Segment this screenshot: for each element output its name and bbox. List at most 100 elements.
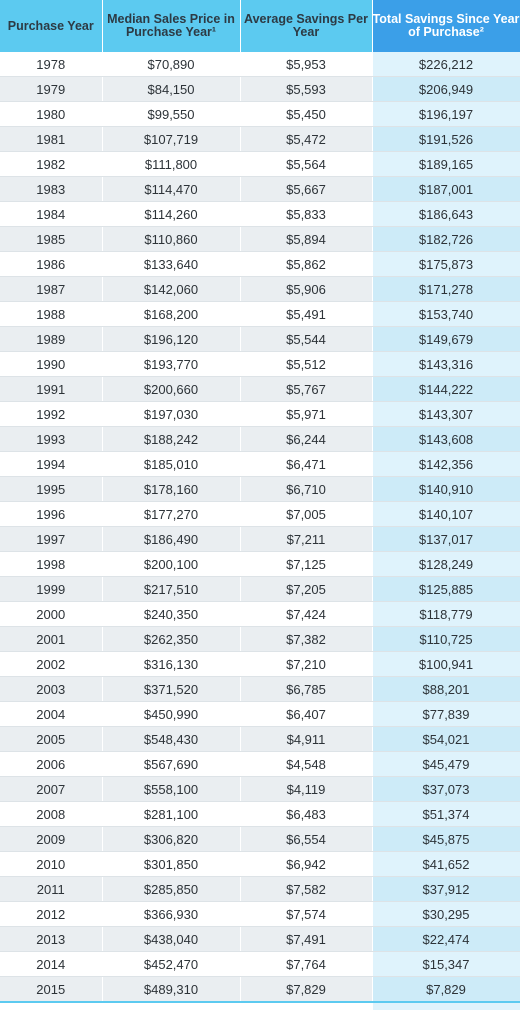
table-cell: $7,211: [240, 526, 373, 552]
table-cell: $54,021: [372, 726, 520, 752]
table-cell: $143,608: [372, 426, 520, 452]
table-row: 2011 $285,850 $7,582 $37,912: [0, 876, 520, 902]
table-cell: $5,862: [240, 251, 373, 277]
table-cell: $5,491: [240, 301, 373, 327]
table-cell: $7,574: [240, 901, 373, 927]
table-cell: $366,930: [102, 901, 241, 927]
table-cell: $22,474: [372, 926, 520, 952]
table-cell: 1994: [0, 451, 103, 477]
header-cell: Total Savings Since Year of Purchase²: [372, 0, 520, 52]
table-cell: 2000: [0, 601, 103, 627]
table-row: 1998 $200,100 $7,125 $128,249: [0, 551, 520, 577]
table-cell: $7,764: [240, 951, 373, 977]
table-cell: $37,912: [372, 876, 520, 902]
table-cell: 2007: [0, 776, 103, 802]
table-row: 2002 $316,130 $7,210 $100,941: [0, 651, 520, 677]
footer-cell: 1978 Post Prop. 13: [0, 1001, 103, 1010]
table-cell: 1988: [0, 301, 103, 327]
table-row: 2001 $262,350 $7,382 $110,725: [0, 626, 520, 652]
table-cell: $140,107: [372, 501, 520, 527]
table-row: 1999 $217,510 $7,205 $125,885: [0, 576, 520, 602]
table-cell: $7,005: [240, 501, 373, 527]
table-cell: $133,640: [102, 251, 241, 277]
table-cell: $217,510: [102, 576, 241, 602]
table-row: 1995 $178,160 $6,710 $140,910: [0, 476, 520, 502]
table-cell: $6,483: [240, 801, 373, 827]
table-cell: 1998: [0, 551, 103, 577]
table-cell: $240,350: [102, 601, 241, 627]
table-cell: $99,550: [102, 101, 241, 127]
table-row: 1983 $114,470 $5,667 $187,001: [0, 176, 520, 202]
table-row: 1997 $186,490 $7,211 $137,017: [0, 526, 520, 552]
footer-cell: $70,890: [102, 1001, 241, 1010]
table-cell: $7,829: [240, 976, 373, 1003]
table-cell: $7,210: [240, 651, 373, 677]
table-row: 1994 $185,010 $6,471 $142,356: [0, 451, 520, 477]
table-cell: $196,197: [372, 101, 520, 127]
table-cell: 2004: [0, 701, 103, 727]
table-row: 1987 $142,060 $5,906 $171,278: [0, 276, 520, 302]
table-cell: $142,356: [372, 451, 520, 477]
table-row: 1993 $188,242 $6,244 $143,608: [0, 426, 520, 452]
table-row: 2007 $558,100 $4,119 $37,073: [0, 776, 520, 802]
table-row: 1996 $177,270 $7,005 $140,107: [0, 501, 520, 527]
table-cell: $226,212: [372, 52, 520, 77]
table-cell: $6,244: [240, 426, 373, 452]
table-cell: $107,719: [102, 126, 241, 152]
table-row: 1992 $197,030 $5,971 $143,307: [0, 401, 520, 427]
table-cell: $125,885: [372, 576, 520, 602]
table-cell: $7,582: [240, 876, 373, 902]
table-cell: $88,201: [372, 676, 520, 702]
table-cell: $45,479: [372, 751, 520, 777]
table-cell: $149,679: [372, 326, 520, 352]
table-cell: $144,222: [372, 376, 520, 402]
table-cell: $5,906: [240, 276, 373, 302]
table-cell: 1985: [0, 226, 103, 252]
table-cell: $84,150: [102, 76, 241, 102]
table-cell: $77,839: [372, 701, 520, 727]
table-cell: $197,030: [102, 401, 241, 427]
table-cell: $193,770: [102, 351, 241, 377]
table-cell: $186,643: [372, 201, 520, 227]
table-cell: $5,512: [240, 351, 373, 377]
table-row: 1986 $133,640 $5,862 $175,873: [0, 251, 520, 277]
header-cell: Purchase Year: [0, 0, 103, 52]
table-cell: 1980: [0, 101, 103, 127]
table-cell: 2008: [0, 801, 103, 827]
table-cell: $177,270: [102, 501, 241, 527]
table-cell: $185,010: [102, 451, 241, 477]
table-cell: $171,278: [372, 276, 520, 302]
table-row: 1978 $70,890 $5,953 $226,212: [0, 52, 520, 77]
table-cell: $7,125: [240, 551, 373, 577]
table-row: 2014 $452,470 $7,764 $15,347: [0, 951, 520, 977]
table-row: 1990 $193,770 $5,512 $143,316: [0, 351, 520, 377]
table-cell: $6,942: [240, 851, 373, 877]
table-cell: $5,564: [240, 151, 373, 177]
table-cell: $558,100: [102, 776, 241, 802]
table-cell: 1984: [0, 201, 103, 227]
table-cell: $285,850: [102, 876, 241, 902]
table-cell: $206,949: [372, 76, 520, 102]
table-cell: $301,850: [102, 851, 241, 877]
table-cell: $5,971: [240, 401, 373, 427]
table-cell: $187,001: [372, 176, 520, 202]
table-row: 1981 $107,719 $5,472 $191,526: [0, 126, 520, 152]
table-cell: $6,785: [240, 676, 373, 702]
table-cell: 1978: [0, 52, 103, 77]
table-row: 1988 $168,200 $5,491 $153,740: [0, 301, 520, 327]
table-cell: $200,100: [102, 551, 241, 577]
table-row: 2009 $306,820 $6,554 $45,875: [0, 826, 520, 852]
table-cell: 2010: [0, 851, 103, 877]
table-cell: 1990: [0, 351, 103, 377]
table-row: 2008 $281,100 $6,483 $51,374: [0, 801, 520, 827]
table-cell: 2012: [0, 901, 103, 927]
table-cell: $200,660: [102, 376, 241, 402]
table-row: 2005 $548,430 $4,911 $54,021: [0, 726, 520, 752]
table-cell: $548,430: [102, 726, 241, 752]
table-cell: $45,875: [372, 826, 520, 852]
table-cell: $6,407: [240, 701, 373, 727]
table-cell: $196,120: [102, 326, 241, 352]
table-cell: $5,450: [240, 101, 373, 127]
table-cell: $5,544: [240, 326, 373, 352]
